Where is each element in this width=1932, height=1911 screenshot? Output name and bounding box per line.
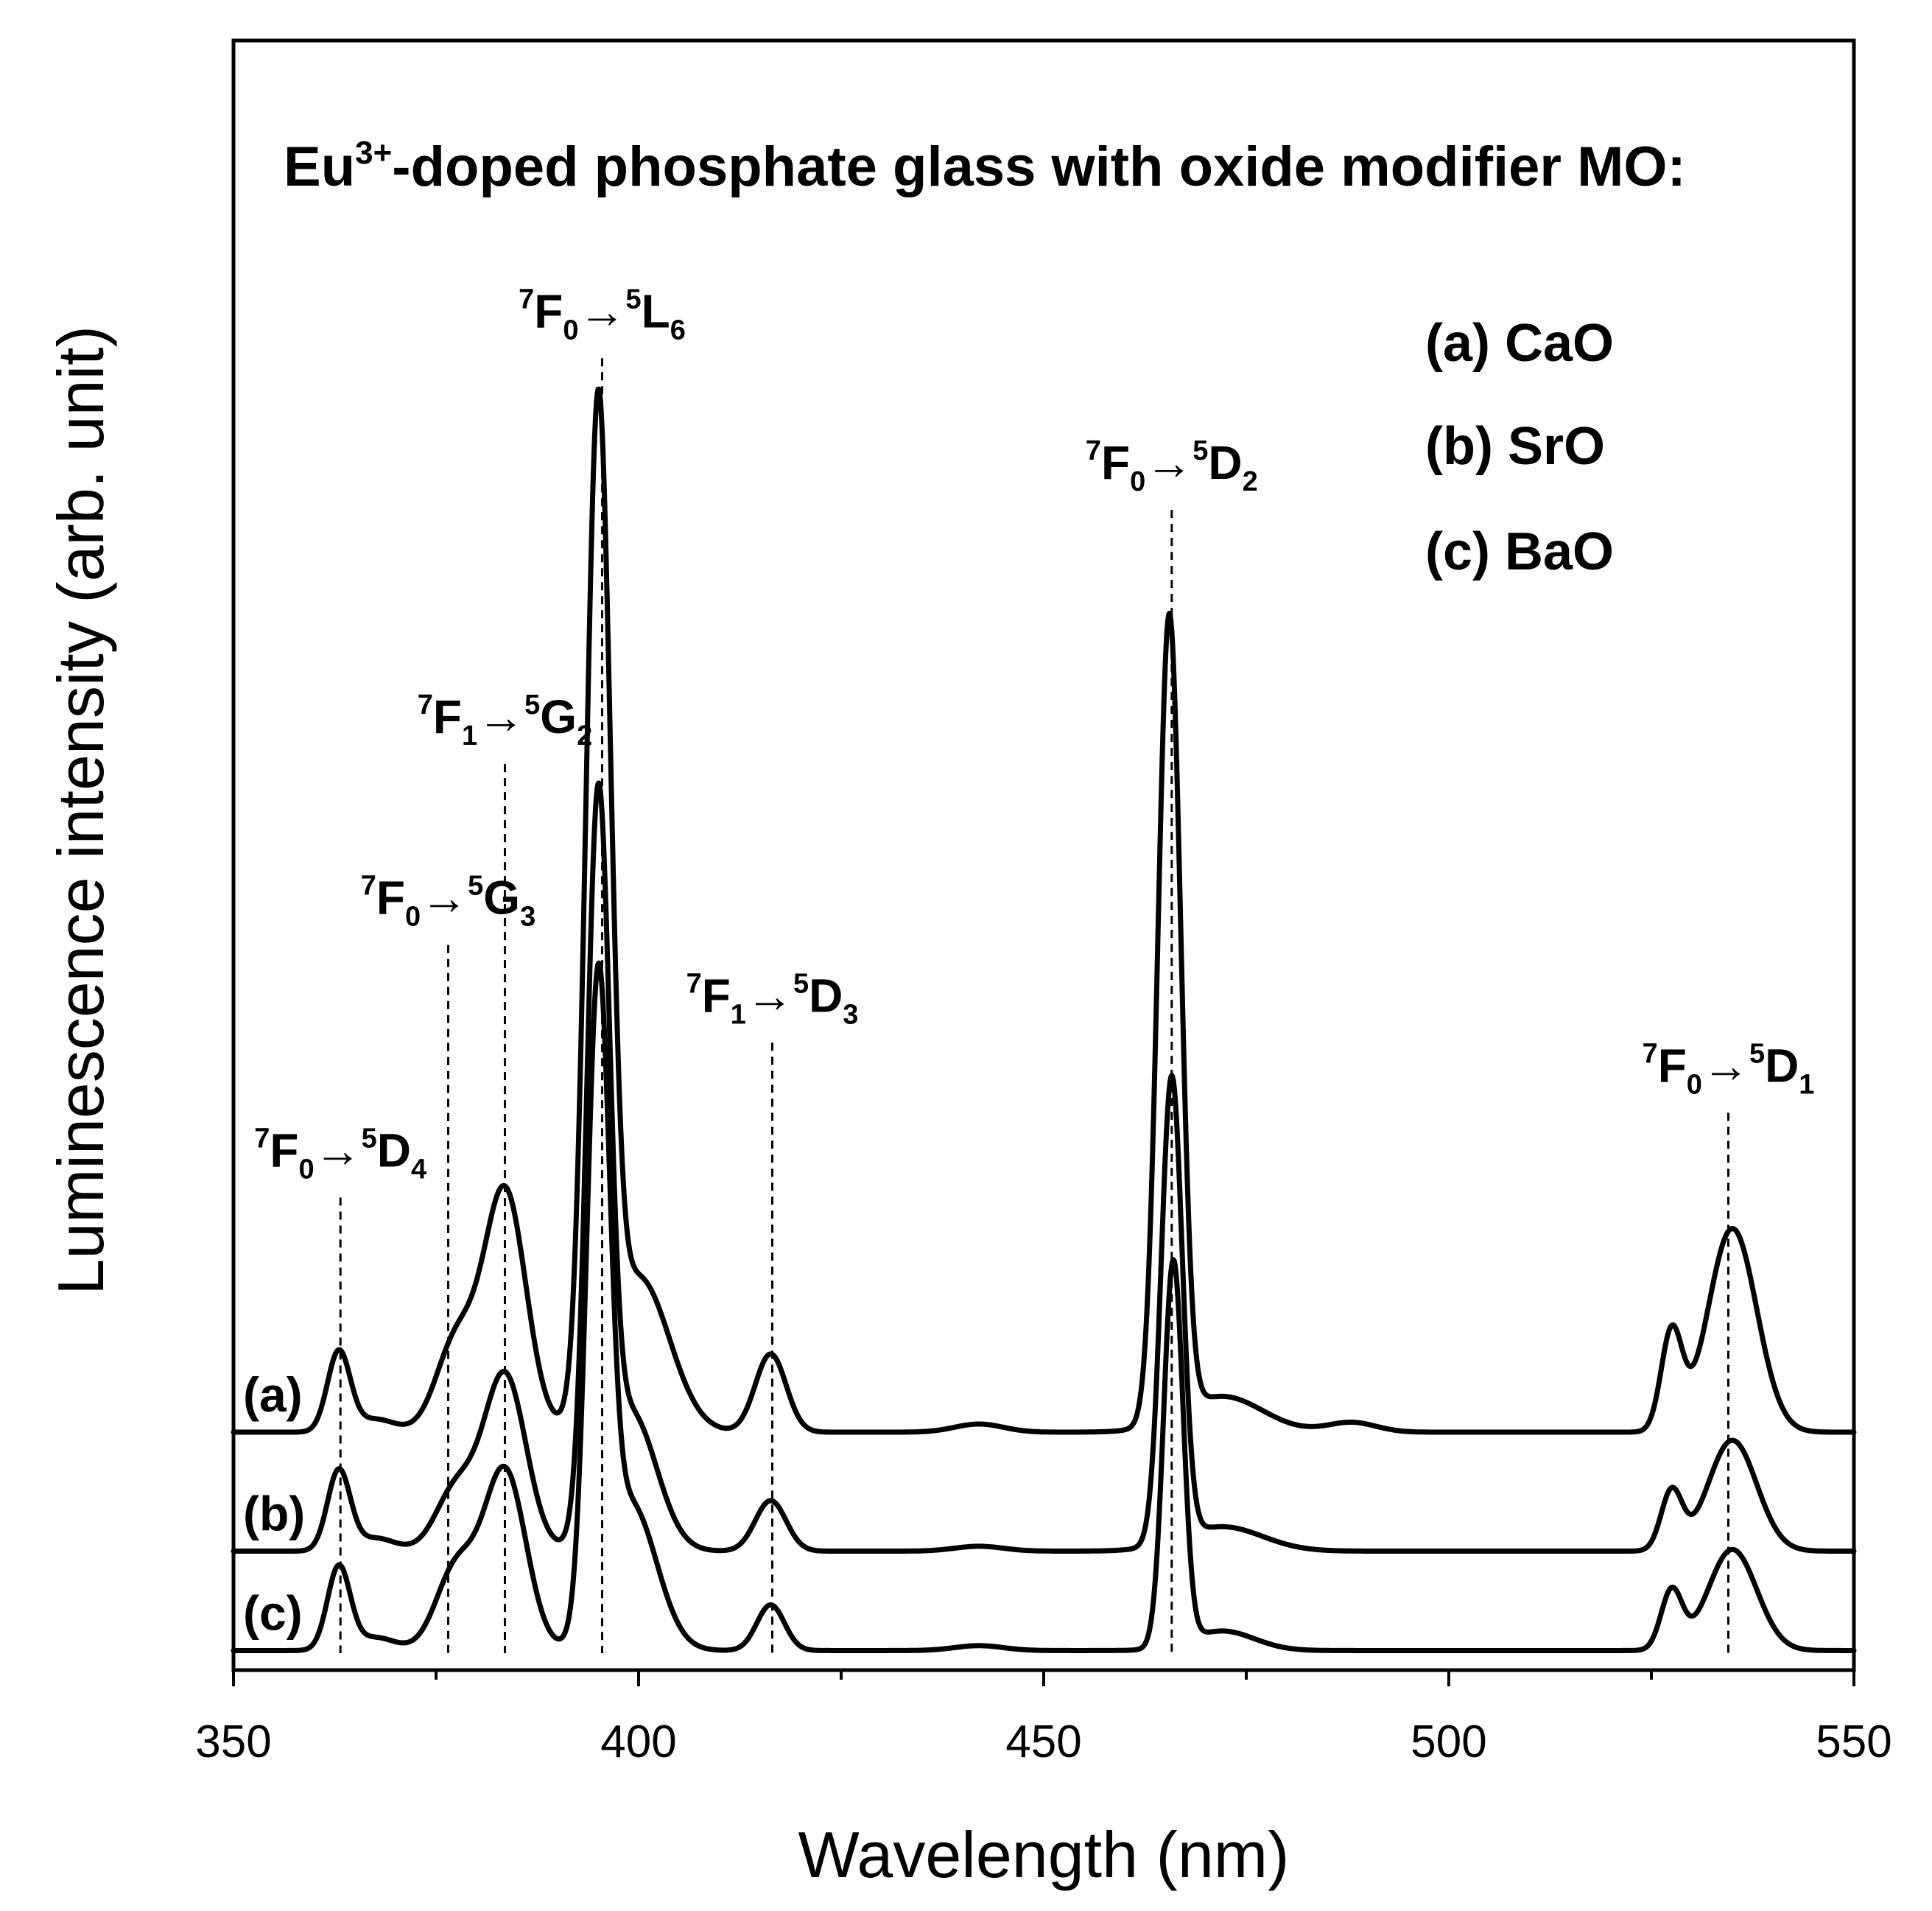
legend-entry-sro: (b) SrO	[1425, 417, 1605, 476]
x-axis-tick-labels: 350 400 450 500 550	[195, 1717, 1891, 1767]
x-tick-label-500: 500	[1411, 1717, 1486, 1767]
transition-label-2: 7F0→5G3	[361, 871, 535, 933]
series-curve-c	[231, 960, 1857, 1653]
series-label-a: (a)	[243, 1367, 303, 1422]
series-label-c: (c)	[243, 1586, 303, 1641]
chart-title-superscript: 3+	[355, 135, 392, 171]
y-axis-label: Luminescence intensity (arb. unit)	[44, 326, 117, 1295]
x-tick-label-450: 450	[1005, 1717, 1081, 1767]
series-labels: (a) (b) (c)	[243, 1367, 305, 1641]
x-axis-ticks	[232, 1670, 1855, 1686]
x-tick-label-400: 400	[600, 1717, 676, 1767]
series-curve-a	[231, 386, 1857, 1435]
transition-label-3: 7F1→5G2	[418, 690, 592, 751]
transition-label-4: 7F0→5L6	[519, 284, 686, 346]
legend-entry-bao: (c) BaO	[1425, 522, 1614, 581]
transition-label-5: 7F1→5D3	[686, 968, 859, 1030]
x-axis-label: Wavelength (nm)	[798, 1818, 1290, 1891]
transition-label-1: 7F0→5D4	[254, 1123, 426, 1185]
x-tick-label-550: 550	[1816, 1717, 1891, 1767]
transition-labels: 7F0→5D4 7F0→5G3 7F1→5G2 7F0→5L6 7F1→5D3 7F0→5…	[254, 284, 1814, 1185]
x-tick-label-350: 350	[195, 1717, 271, 1767]
transition-label-7: 7F0→5D1	[1643, 1039, 1815, 1101]
legend: (a) CaO (b) SrO (c) BaO	[1425, 314, 1614, 581]
chart-title-rest: -doped phosphate glass with oxide modifi…	[392, 136, 1686, 198]
series-curve-b	[231, 780, 1857, 1554]
chart-title-main: Eu	[284, 136, 355, 198]
series-label-b: (b)	[243, 1487, 305, 1541]
chart-title: Eu3+-doped phosphate glass with oxide mo…	[284, 135, 1686, 198]
transition-lines	[339, 358, 1729, 1653]
transition-label-6: 7F0→5D2	[1086, 435, 1258, 497]
legend-entry-cao: (a) CaO	[1425, 314, 1614, 373]
data-curves	[231, 386, 1857, 1653]
